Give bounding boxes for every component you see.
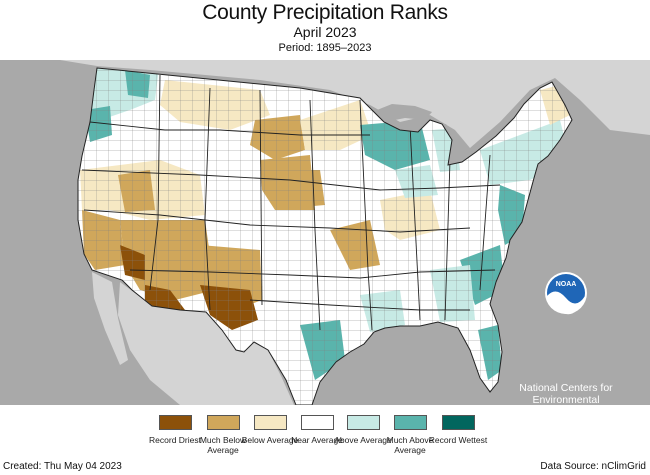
legend-swatch bbox=[253, 415, 287, 430]
noaa-logo: NOAA bbox=[545, 272, 587, 315]
baja-california bbox=[92, 272, 128, 365]
legend-label: Near Average bbox=[291, 435, 343, 445]
mexico-land bbox=[118, 282, 294, 405]
legend-swatch bbox=[393, 415, 427, 430]
us-outline bbox=[77, 67, 573, 405]
legend-label: Much Above Average bbox=[386, 435, 434, 455]
legend-item-record-driest: Record Driest bbox=[145, 415, 205, 445]
legend-label: Record Driest bbox=[149, 435, 201, 445]
legend-item-record-wettest: Record Wettest bbox=[428, 415, 488, 445]
org-name: National Centers for Environmental Infor… bbox=[519, 382, 613, 417]
us-county-map: NOAA bbox=[0, 60, 650, 405]
data-source: Data Source: nClimGrid bbox=[540, 461, 646, 472]
map-subtitle: April 2023 bbox=[293, 24, 357, 40]
legend-label: Much Below Average bbox=[199, 435, 247, 455]
legend-swatch bbox=[441, 415, 475, 430]
legend-item-much-below: Much Below Average bbox=[193, 415, 253, 455]
created-date: Created: Thu May 04 2023 bbox=[3, 461, 122, 472]
legend-label: Above Average bbox=[334, 435, 392, 445]
map-title: County Precipitation Ranks bbox=[202, 1, 448, 24]
legend-label: Below Average bbox=[241, 435, 299, 445]
legend-swatch bbox=[206, 415, 240, 430]
legend-label: Record Wettest bbox=[428, 435, 488, 445]
map-period: Period: 1895–2023 bbox=[278, 42, 372, 54]
legend-swatch bbox=[158, 415, 192, 430]
legend-swatch bbox=[346, 415, 380, 430]
legend-item-near: Near Average bbox=[287, 415, 347, 445]
legend-swatch bbox=[300, 415, 334, 430]
legend-item-above: Above Average bbox=[333, 415, 393, 445]
legend-item-much-above: Much Above Average bbox=[380, 415, 440, 455]
noaa-logo-text: NOAA bbox=[556, 281, 577, 288]
legend: Record Driest Much Below Average Below A… bbox=[0, 415, 650, 463]
contiguous-us bbox=[78, 68, 572, 405]
lake-superior bbox=[372, 104, 432, 122]
map-panel: NOAA National Centers for Environmental … bbox=[0, 60, 650, 417]
canada-land bbox=[0, 60, 650, 148]
legend-item-below: Below Average bbox=[240, 415, 300, 445]
